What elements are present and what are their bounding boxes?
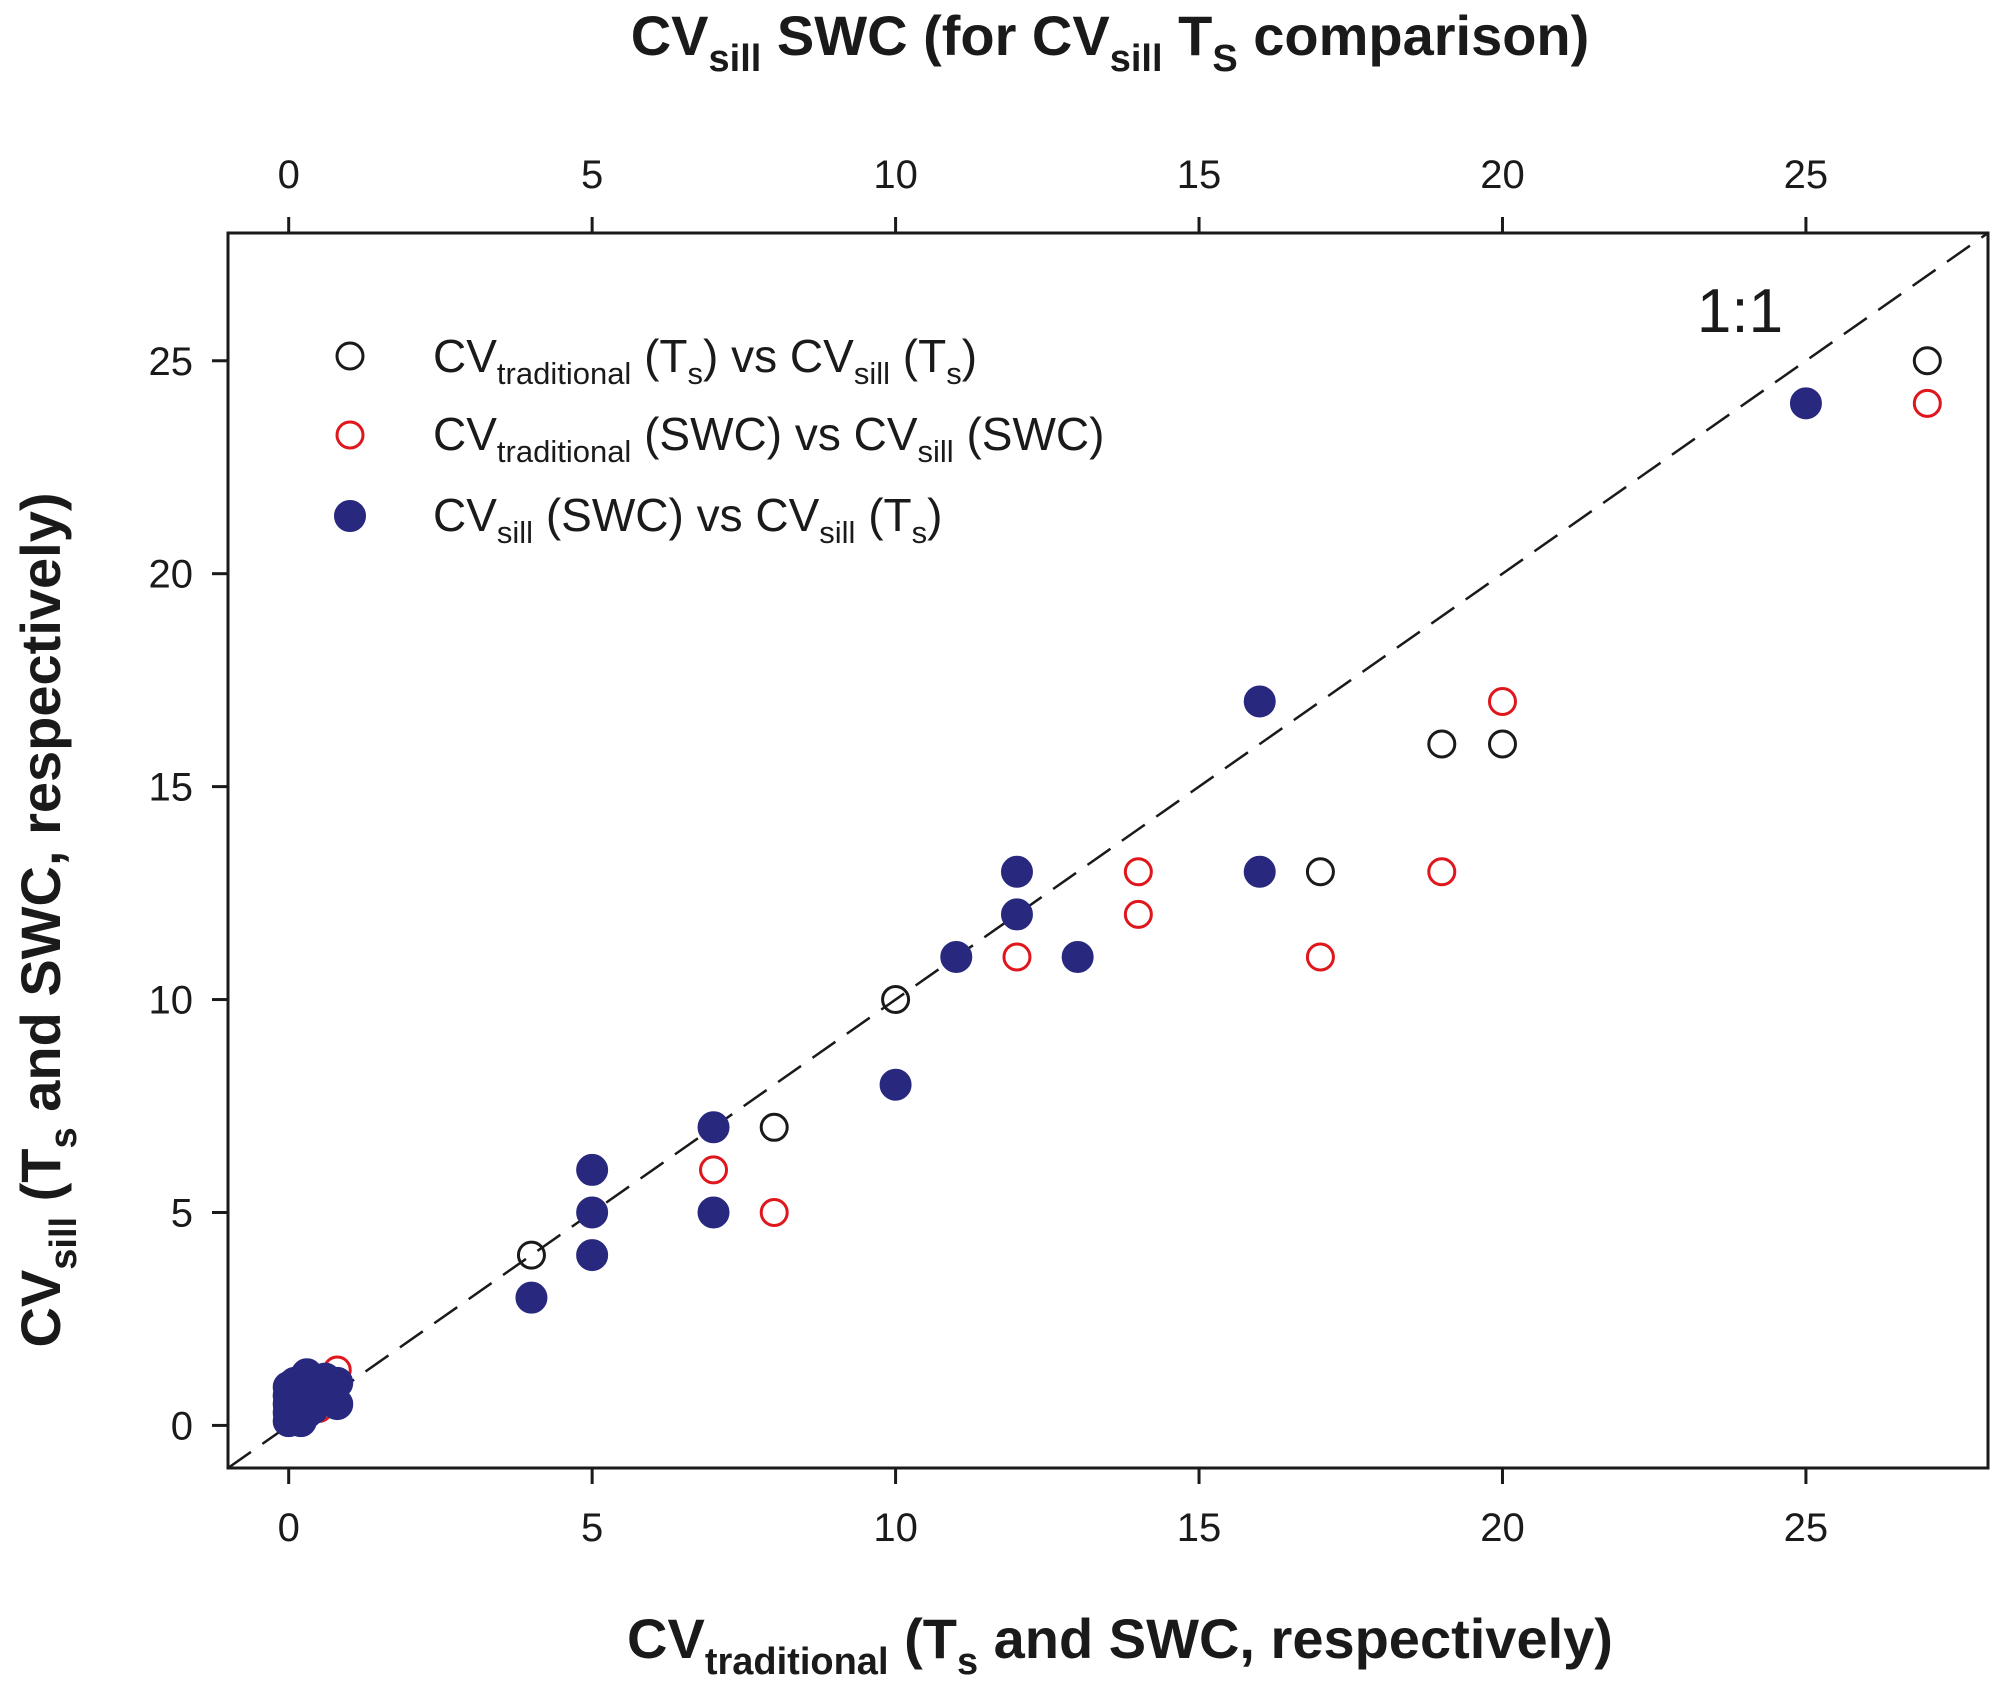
point-series2-35 [309, 1362, 342, 1395]
legend: CVtraditional (Ts) vs CVsill (Ts) CVtrad… [334, 330, 1104, 550]
point-series1-7 [1487, 686, 1517, 716]
plot-frame [226, 231, 1990, 1470]
x-tick-label-10: 10 [873, 1506, 918, 1550]
point-series2-8 [1000, 855, 1033, 888]
top-axis-title: CVsill SWC (for CVsill TS comparison) [631, 4, 1590, 80]
point-series0-4 [1427, 729, 1457, 759]
top-tick-label-15: 15 [1177, 153, 1222, 197]
point-series2-12 [1243, 855, 1276, 888]
point-series2-7 [940, 940, 973, 973]
point-series1-3 [1123, 857, 1153, 887]
point-series1-6 [1427, 857, 1457, 887]
legend-label-sill: CVsill (SWC) vs CVsill (Ts) [433, 489, 942, 550]
legend-marker-sill [334, 500, 366, 532]
axis-ticks-layer: 0 5 10 15 20 25 0 5 10 15 20 25 0 5 10 15 20 25 [149, 153, 1829, 1550]
point-series0-3 [1305, 857, 1335, 887]
point-series0-0 [516, 1240, 546, 1270]
point-series0-1 [759, 1112, 789, 1142]
y-tick-label-10: 10 [149, 979, 194, 1023]
point-series1-8 [1912, 388, 1942, 418]
y-tick-label-0: 0 [171, 1404, 193, 1448]
point-series2-13 [1789, 387, 1822, 420]
point-series1-5 [1305, 942, 1335, 972]
one-to-one-label: 1:1 [1697, 277, 1783, 346]
point-series2-0 [515, 1281, 548, 1314]
top-tick-label-25: 25 [1784, 153, 1829, 197]
y-tick-label-5: 5 [171, 1191, 193, 1235]
legend-label-ts: CVtraditional (Ts) vs CVsill (Ts) [433, 330, 977, 391]
point-series2-5 [697, 1196, 730, 1229]
x-tick-label-25: 25 [1784, 1506, 1829, 1550]
x-axis-title: CVtraditional (Ts and SWC, respectively) [627, 1607, 1613, 1683]
legend-marker-swc [335, 420, 365, 450]
point-series0-6 [1912, 346, 1942, 376]
top-tick-label-0: 0 [278, 153, 300, 197]
point-series0-5 [1487, 729, 1517, 759]
point-series2-3 [576, 1239, 609, 1272]
point-series1-2 [1002, 942, 1032, 972]
legend-label-swc: CVtraditional (SWC) vs CVsill (SWC) [433, 408, 1104, 469]
point-series2-2 [576, 1196, 609, 1229]
point-series2-11 [1243, 685, 1276, 718]
y-tick-label-25: 25 [149, 340, 194, 384]
point-series2-34 [296, 1392, 329, 1425]
y-axis-title: CVsill (Ts and SWC, respectively) [9, 492, 85, 1347]
point-series1-1 [759, 1197, 789, 1227]
y-tick-label-20: 20 [149, 553, 194, 597]
point-series2-4 [697, 1111, 730, 1144]
point-series2-6 [879, 1068, 912, 1101]
x-tick-label-5: 5 [581, 1506, 603, 1550]
point-series2-1 [576, 1153, 609, 1186]
point-series1-0 [699, 1155, 729, 1185]
top-tick-label-10: 10 [873, 153, 918, 197]
top-tick-label-5: 5 [581, 153, 603, 197]
point-series2-9 [1000, 898, 1033, 931]
point-series2-10 [1061, 940, 1094, 973]
point-series0-2 [881, 985, 911, 1015]
x-tick-label-0: 0 [278, 1506, 300, 1550]
point-series1-4 [1123, 899, 1153, 929]
y-tick-label-15: 15 [149, 766, 194, 810]
data-points-layer [272, 346, 1942, 1438]
top-tick-label-20: 20 [1480, 153, 1525, 197]
x-tick-label-20: 20 [1480, 1506, 1525, 1550]
legend-marker-ts [335, 341, 365, 371]
x-tick-label-15: 15 [1177, 1506, 1222, 1550]
